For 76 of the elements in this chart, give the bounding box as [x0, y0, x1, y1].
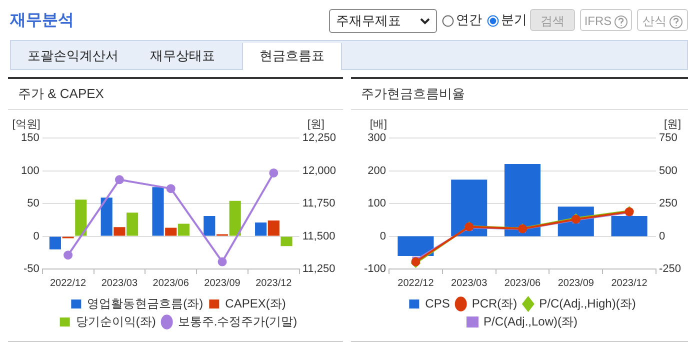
chart-title: 주가현금흐름비율 [351, 79, 688, 110]
legend-label: 당기순이익(좌) [76, 314, 156, 328]
x-tick-label: 2023/06 [504, 278, 542, 289]
y-tick-label: 100 [20, 164, 40, 177]
y-axis-title: [배] [370, 118, 388, 131]
y2-tick-label: 11,250 [302, 263, 336, 276]
y-axis-title: [억원] [12, 118, 40, 131]
bar [49, 236, 61, 250]
y-tick-label: 100 [368, 198, 386, 210]
x-tick-label: 2023/12 [611, 278, 648, 289]
bar [268, 220, 280, 236]
point [64, 250, 73, 260]
y2-tick-label: -250 [658, 263, 682, 276]
x-tick-label: 2022/12 [50, 278, 87, 289]
bar [398, 236, 434, 256]
bar [280, 236, 292, 246]
x-tick-label: 2023/03 [451, 278, 488, 289]
y-tick-label: -100 [364, 263, 386, 276]
y2-tick-label: 11,500 [302, 230, 336, 242]
y-tick-label: 0 [33, 230, 40, 242]
point [166, 184, 176, 194]
bar [100, 198, 112, 236]
y2-tick-label: 12,000 [302, 164, 336, 177]
x-tick-label: 2022/12 [398, 278, 434, 289]
text: 포괄손익계산서 [26, 47, 120, 65]
y2-tick-label: 250 [658, 198, 678, 210]
x-tick-label: 2023/12 [256, 278, 292, 289]
y-tick-label: 150 [20, 132, 40, 144]
y2-tick-label: 12,250 [302, 132, 336, 144]
x-tick-label: 2023/09 [558, 278, 594, 289]
text: 산식 [637, 9, 688, 31]
chart-title: 주가 & CAPEX [8, 79, 343, 110]
y-tick-label: 200 [368, 164, 386, 177]
y2-axis-title: [원] [307, 118, 324, 131]
bar [229, 200, 241, 236]
text: 현금흐름표 [242, 43, 342, 70]
y-tick-label: 50 [27, 198, 40, 210]
x-tick-label: 2023/06 [152, 278, 190, 289]
y2-axis-title: [원] [664, 118, 682, 131]
legend-label: CPS [425, 296, 450, 310]
legend-label: P/C(Adj.,Low)(좌) [483, 314, 578, 328]
bar [255, 222, 267, 236]
y2-tick-label: 11,750 [302, 198, 336, 210]
x-tick-label: 2023/09 [204, 278, 241, 289]
text: 재무상태표 [149, 47, 216, 65]
bar [165, 228, 177, 236]
legend-label: P/C(Adj.,High)(좌) [539, 296, 636, 310]
bar [178, 224, 190, 236]
y2-tick-label: 0 [658, 230, 666, 242]
bar [114, 227, 126, 236]
y-tick-label: -50 [23, 263, 40, 276]
text: 검색 [530, 9, 575, 31]
bar [75, 200, 87, 236]
y2-tick-label: 750 [658, 132, 678, 144]
x-tick-label: 2023/03 [101, 278, 138, 289]
y-tick-label: 0 [380, 230, 386, 242]
text: IFRS [580, 9, 632, 31]
bar [204, 216, 216, 236]
bar [126, 212, 138, 236]
text: 연간 [455, 11, 482, 29]
point [269, 168, 278, 178]
text: 재무분석 [10, 11, 74, 31]
bar [611, 216, 648, 236]
text: 주재무제표 [329, 9, 437, 33]
legend-label: 보통주.수정주가(기말) [178, 314, 298, 328]
bar [451, 180, 488, 236]
bar [152, 187, 164, 236]
bar [504, 164, 541, 236]
y2-tick-label: 500 [658, 164, 678, 177]
text: 분기 [500, 11, 527, 29]
point [218, 257, 227, 266]
legend-label: 영업활동현금흐름(좌) [87, 296, 204, 310]
point [114, 175, 124, 184]
legend-label: CAPEX(좌) [225, 296, 286, 310]
legend-label: PCR(좌) [472, 296, 518, 310]
y-tick-label: 300 [368, 132, 386, 144]
